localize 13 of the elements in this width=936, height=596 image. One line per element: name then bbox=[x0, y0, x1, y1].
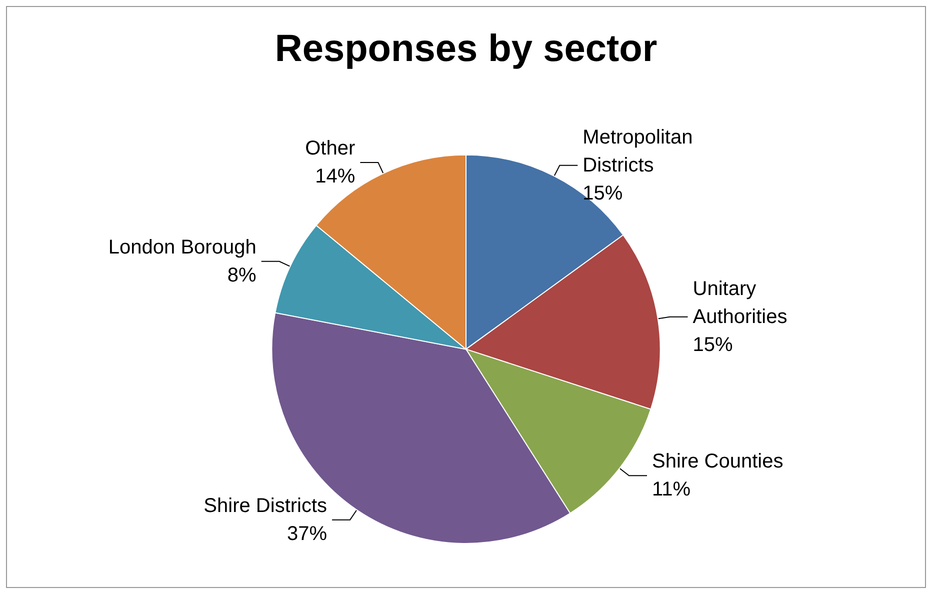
slice-label: London Borough bbox=[108, 236, 256, 258]
slice-label: Shire Districts bbox=[204, 494, 328, 517]
slice-label: Metropolitan Districts bbox=[582, 126, 698, 176]
chart-title: Responses by sector bbox=[274, 28, 658, 70]
slice-label: Unitary Authorities bbox=[692, 278, 788, 328]
slice-label: Other bbox=[305, 138, 356, 160]
data-label: 8% bbox=[227, 264, 257, 286]
data-label: 15% bbox=[692, 334, 734, 356]
slice-label: Shire Counties bbox=[652, 450, 784, 473]
data-label: 11% bbox=[652, 478, 691, 501]
data-label: 15% bbox=[582, 182, 623, 204]
data-label: 14% bbox=[315, 166, 356, 188]
data-label: 37% bbox=[287, 522, 328, 545]
